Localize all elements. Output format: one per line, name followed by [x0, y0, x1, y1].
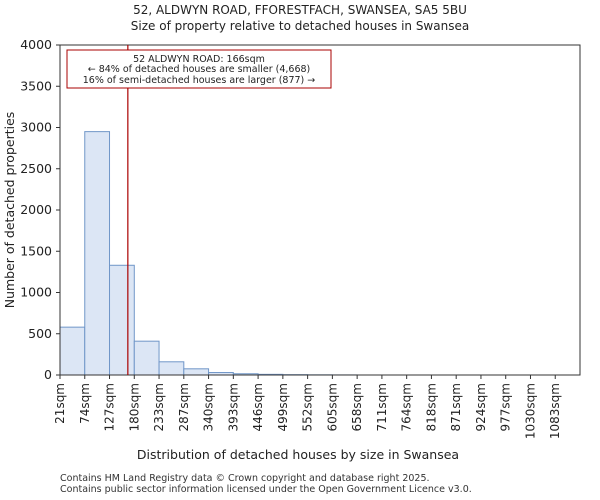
x-tick-label: 1030sqm [523, 383, 537, 439]
y-tick-label: 3000 [20, 120, 52, 135]
x-tick-label: 977sqm [499, 383, 513, 431]
plot-frame [59, 44, 581, 376]
annotation-line-3: 16% of semi-detached houses are larger (… [83, 75, 316, 86]
footer-licence: Contains public sector information licen… [60, 484, 472, 495]
y-tick-label: 2000 [20, 202, 52, 217]
y-tick-label: 3500 [20, 78, 52, 93]
bar-127sqm [109, 264, 135, 376]
x-tick-label: 552sqm [301, 383, 315, 431]
x-tick-label: 180sqm [127, 383, 141, 431]
x-tick-label: 871sqm [449, 383, 463, 431]
x-tick-label: 446sqm [251, 383, 265, 431]
bar-21sqm [59, 326, 86, 376]
y-tick-label: 2500 [20, 161, 52, 176]
x-tick-label: 21sqm [53, 383, 67, 424]
footer-copyright: Contains HM Land Registry data © Crown c… [60, 473, 430, 484]
x-tick-label: 393sqm [226, 383, 240, 431]
x-tick-label: 74sqm [78, 383, 92, 424]
x-tick-label: 764sqm [400, 383, 414, 431]
x-axis-label: Distribution of detached houses by size … [137, 447, 459, 462]
bar-180sqm [133, 340, 160, 376]
x-tick-label: 499sqm [276, 383, 290, 431]
annotation-line-2: ← 84% of detached houses are smaller (4,… [88, 64, 311, 75]
chart-subtitle: Size of property relative to detached ho… [130, 19, 470, 33]
x-tick-label: 1083sqm [548, 383, 562, 439]
x-tick-label: 605sqm [325, 383, 339, 431]
x-tick-label: 818sqm [424, 383, 438, 431]
annotation-box [66, 49, 332, 89]
y-tick-label: 0 [44, 367, 52, 382]
y-axis-label: Number of detached properties [2, 112, 17, 309]
x-tick-label: 711sqm [375, 383, 389, 431]
bar-233sqm [158, 361, 185, 376]
x-tick-label: 658sqm [350, 383, 364, 431]
chart-title: 52, ALDWYN ROAD, FFORESTFACH, SWANSEA, S… [133, 3, 467, 17]
y-tick-label: 1500 [20, 243, 52, 258]
x-tick-label: 127sqm [103, 383, 117, 431]
annotation-line-1: 52 ALDWYN ROAD: 166sqm [133, 54, 265, 65]
x-tick-label: 287sqm [177, 383, 191, 431]
x-tick-label: 340sqm [202, 383, 216, 431]
y-tick-label: 1000 [20, 285, 52, 300]
x-tick-label: 924sqm [474, 383, 488, 431]
y-tick-label: 500 [28, 326, 52, 341]
bar-74sqm [84, 131, 111, 376]
y-tick-label: 4000 [20, 37, 52, 52]
bar-287sqm [183, 368, 210, 376]
x-tick-label: 233sqm [152, 383, 166, 431]
